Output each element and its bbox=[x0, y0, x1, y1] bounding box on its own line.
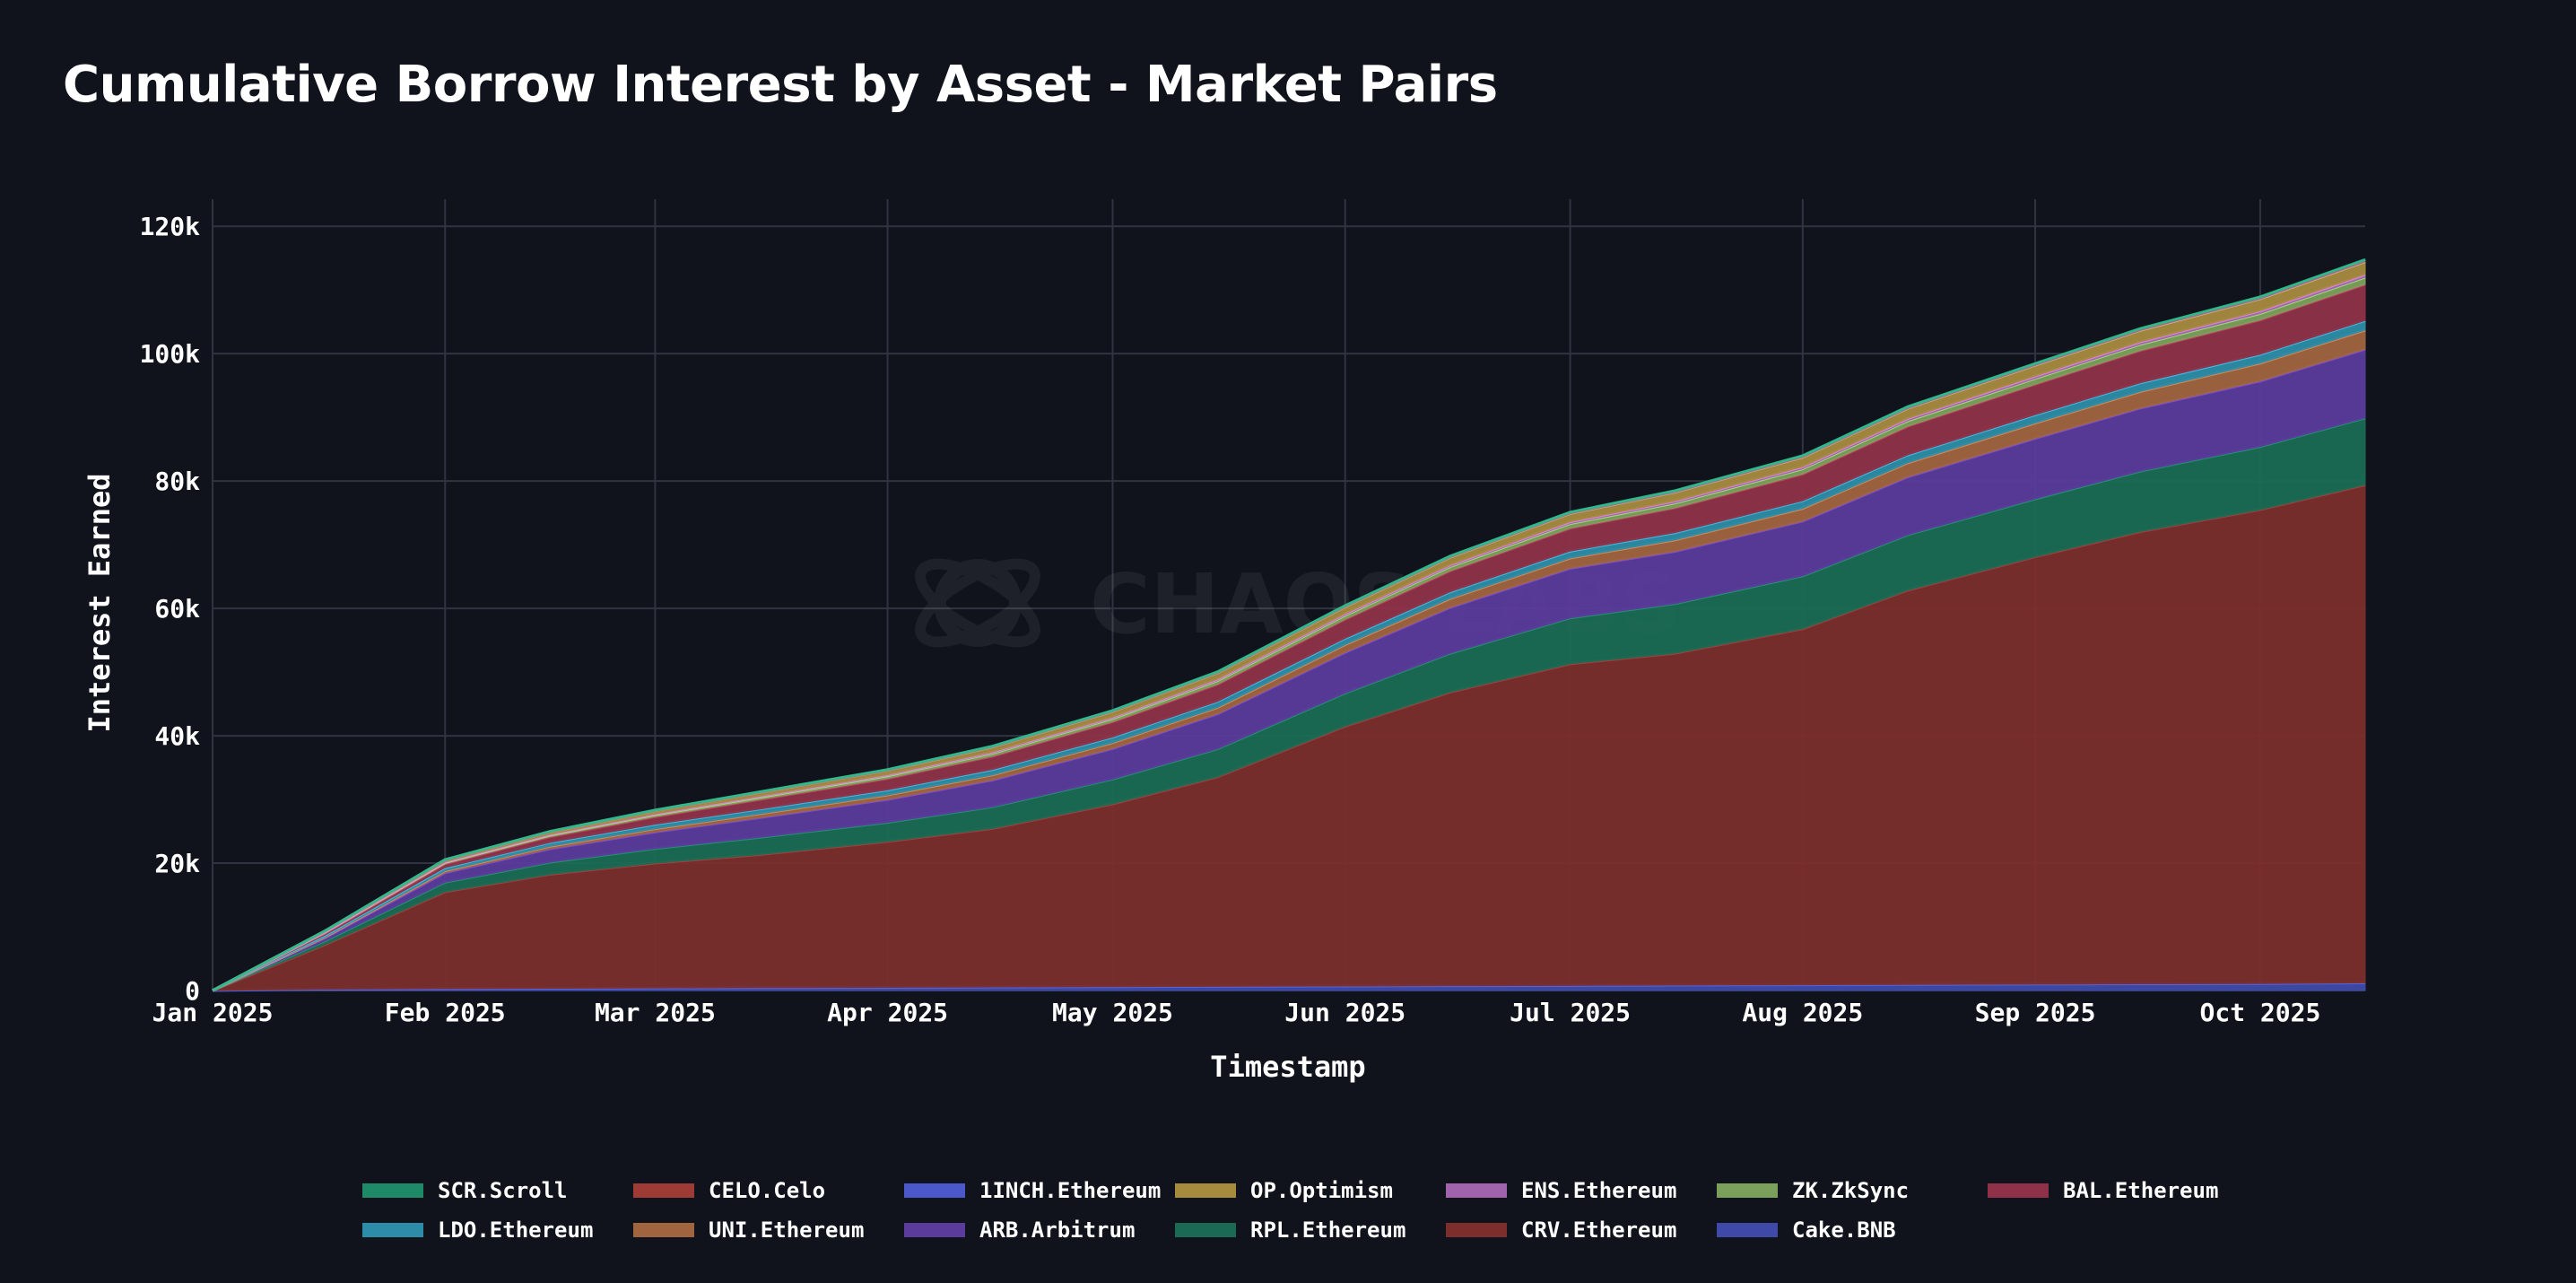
x-tick-label: Jan 2025 bbox=[152, 998, 274, 1027]
legend-item-bal-ethereum[interactable]: BAL.Ethereum bbox=[1988, 1175, 2218, 1206]
legend-swatch bbox=[633, 1183, 694, 1198]
x-tick-label: Oct 2025 bbox=[2199, 998, 2320, 1027]
x-axis-title: Timestamp bbox=[1210, 1050, 1365, 1084]
chart-title: Cumulative Borrow Interest by Asset - Ma… bbox=[63, 56, 1498, 114]
line-scr-scroll bbox=[212, 257, 2366, 992]
legend-swatch bbox=[904, 1183, 965, 1198]
y-tick-label: 20k bbox=[154, 849, 200, 878]
legend-item-celo-celo[interactable]: CELO.Celo bbox=[633, 1175, 825, 1206]
legend-swatch bbox=[904, 1223, 965, 1237]
legend-label: CELO.Celo bbox=[709, 1178, 826, 1203]
y-tick-labels: 0 20k 40k 60k 80k 100k 120k bbox=[140, 212, 201, 1006]
legend-label: OP.Optimism bbox=[1250, 1178, 1393, 1203]
legend-swatch bbox=[633, 1223, 694, 1237]
legend-swatch bbox=[1717, 1183, 1778, 1198]
legend-swatch bbox=[362, 1223, 423, 1237]
y-tick-label: 0 bbox=[185, 976, 200, 1006]
legend-label: SCR.Scroll bbox=[438, 1178, 568, 1203]
x-tick-label: Mar 2025 bbox=[595, 998, 716, 1027]
y-tick-label: 80k bbox=[154, 467, 200, 496]
legend-label: ARB.Arbitrum bbox=[979, 1218, 1136, 1243]
legend-swatch bbox=[1175, 1183, 1236, 1198]
y-tick-label: 60k bbox=[154, 594, 200, 624]
y-axis-title: Interest Earned bbox=[83, 474, 117, 733]
legend-label: ZK.ZkSync bbox=[1792, 1178, 1910, 1203]
y-tick-label: 120k bbox=[140, 212, 201, 241]
legend-item-rpl-ethereum[interactable]: RPL.Ethereum bbox=[1175, 1215, 1405, 1245]
legend-label: UNI.Ethereum bbox=[709, 1218, 865, 1243]
x-tick-label: Aug 2025 bbox=[1742, 998, 1863, 1027]
legend-item-op-optimism[interactable]: OP.Optimism bbox=[1175, 1175, 1393, 1206]
x-tick-label: May 2025 bbox=[1052, 998, 1173, 1027]
x-tick-label: Jul 2025 bbox=[1510, 998, 1631, 1027]
legend-label: RPL.Ethereum bbox=[1250, 1218, 1406, 1243]
legend-item-cake-bnb[interactable]: Cake.BNB bbox=[1717, 1215, 1896, 1245]
x-tick-label: Apr 2025 bbox=[827, 998, 948, 1027]
legend-item-zk-zksync[interactable]: ZK.ZkSync bbox=[1717, 1175, 1909, 1206]
legend-swatch bbox=[362, 1183, 423, 1198]
x-tick-label: Feb 2025 bbox=[385, 998, 506, 1027]
y-tick-label: 40k bbox=[154, 721, 200, 751]
legend-label: ENS.Ethereum bbox=[1521, 1178, 1677, 1203]
x-tick-label: Sep 2025 bbox=[1975, 998, 2096, 1027]
legend-item-1inch-ethereum[interactable]: 1INCH.Ethereum bbox=[904, 1175, 1161, 1206]
legend-swatch bbox=[1988, 1183, 2049, 1198]
legend-swatch bbox=[1175, 1223, 1236, 1237]
legend-item-arb-arbitrum[interactable]: ARB.Arbitrum bbox=[904, 1215, 1135, 1245]
area-series bbox=[212, 257, 2366, 992]
x-tick-labels: Jan 2025 Feb 2025 Mar 2025 Apr 2025 May 2025… bbox=[152, 998, 2321, 1027]
legend-swatch bbox=[1446, 1223, 1507, 1237]
legend-label: 1INCH.Ethereum bbox=[979, 1178, 1162, 1203]
legend-item-scr-scroll[interactable]: SCR.Scroll bbox=[362, 1175, 568, 1206]
legend-item-crv-ethereum[interactable]: CRV.Ethereum bbox=[1446, 1215, 1676, 1245]
legend-item-ldo-ethereum[interactable]: LDO.Ethereum bbox=[362, 1215, 593, 1245]
legend-label: LDO.Ethereum bbox=[438, 1218, 594, 1243]
legend-label: BAL.Ethereum bbox=[2063, 1178, 2219, 1203]
legend-item-ens-ethereum[interactable]: ENS.Ethereum bbox=[1446, 1175, 1676, 1206]
legend-swatch bbox=[1446, 1183, 1507, 1198]
y-tick-label: 100k bbox=[140, 339, 201, 369]
legend-item-uni-ethereum[interactable]: UNI.Ethereum bbox=[633, 1215, 864, 1245]
legend-label: CRV.Ethereum bbox=[1521, 1218, 1677, 1243]
legend-swatch bbox=[1717, 1223, 1778, 1237]
x-tick-label: Jun 2025 bbox=[1284, 998, 1405, 1027]
legend-label: Cake.BNB bbox=[1792, 1218, 1896, 1243]
